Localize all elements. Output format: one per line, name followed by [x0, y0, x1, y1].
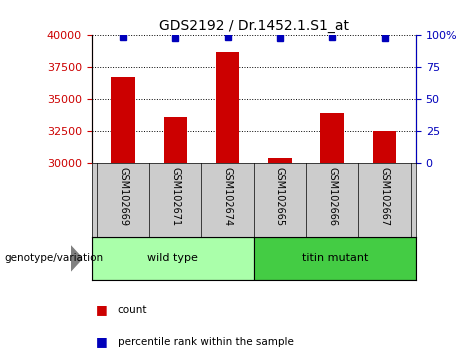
Bar: [268, 158, 292, 163]
Text: ■: ■: [96, 335, 108, 348]
Bar: [254, 237, 416, 280]
Text: GSM102674: GSM102674: [223, 166, 233, 226]
Text: GSM102665: GSM102665: [275, 166, 285, 226]
Polygon shape: [70, 246, 82, 271]
Text: ■: ■: [96, 303, 108, 316]
Text: percentile rank within the sample: percentile rank within the sample: [118, 337, 293, 347]
Bar: [321, 113, 344, 163]
Text: GSM102667: GSM102667: [380, 166, 390, 226]
Bar: [164, 117, 187, 163]
Bar: [373, 131, 396, 163]
Text: GSM102669: GSM102669: [118, 166, 128, 225]
Bar: [92, 237, 254, 280]
Text: GSM102671: GSM102671: [170, 166, 180, 226]
Text: GSM102666: GSM102666: [327, 166, 337, 225]
Text: count: count: [118, 305, 147, 315]
Text: titin mutant: titin mutant: [302, 253, 368, 263]
Bar: [111, 78, 135, 163]
Text: genotype/variation: genotype/variation: [5, 253, 104, 263]
Title: GDS2192 / Dr.1452.1.S1_at: GDS2192 / Dr.1452.1.S1_at: [159, 19, 349, 33]
Text: wild type: wild type: [147, 253, 198, 263]
Bar: [216, 52, 239, 163]
